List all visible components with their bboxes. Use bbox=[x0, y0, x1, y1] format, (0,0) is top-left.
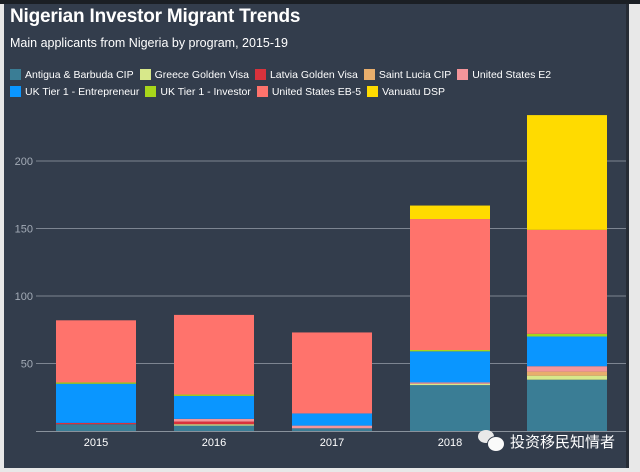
wechat-icon bbox=[478, 430, 505, 452]
x-tick-label: 2017 bbox=[320, 437, 344, 449]
bar-segment bbox=[527, 336, 607, 367]
y-tick-label: 100 bbox=[15, 291, 33, 303]
bar-segment bbox=[174, 425, 254, 431]
watermark-text: 投资移民知情者 bbox=[510, 432, 616, 451]
x-tick-label: 2016 bbox=[202, 437, 226, 449]
y-tick-label: 200 bbox=[15, 156, 33, 168]
bar-segment bbox=[292, 413, 372, 426]
legend-swatch bbox=[139, 69, 151, 80]
bar-segment bbox=[527, 379, 607, 431]
bar-segment bbox=[174, 418, 254, 422]
legend-swatch bbox=[363, 69, 375, 80]
bar-segment bbox=[410, 350, 490, 352]
bar-segment bbox=[410, 385, 490, 431]
bar-segment bbox=[56, 382, 136, 384]
legend-item[interactable]: UK Tier 1 - Entrepreneur bbox=[10, 86, 139, 98]
legend-swatch bbox=[367, 86, 379, 97]
bar-segment bbox=[174, 314, 254, 395]
window-top-edge bbox=[0, 0, 640, 4]
bar-segment bbox=[56, 422, 136, 425]
bar-segment bbox=[527, 375, 607, 380]
bar-segment bbox=[527, 366, 607, 372]
bar-segment bbox=[527, 333, 607, 337]
legend-row: UK Tier 1 - Entrepreneur UK Tier 1 - Inve… bbox=[10, 83, 610, 100]
legend-swatch bbox=[256, 86, 268, 97]
legend-swatch bbox=[254, 69, 266, 80]
legend-item[interactable]: UK Tier 1 - Investor bbox=[145, 85, 251, 98]
legend-label: Antigua & Barbuda CIP bbox=[25, 68, 134, 81]
bar-segment bbox=[174, 421, 254, 425]
bar-segment bbox=[56, 320, 136, 383]
legend-swatch bbox=[145, 86, 157, 97]
legend-item[interactable]: Saint Lucia CIP bbox=[363, 68, 452, 81]
legend-label: United States E2 bbox=[472, 68, 552, 81]
legend: Antigua & Barbuda CIP Greece Golden Visa L… bbox=[10, 66, 610, 100]
bar-segment bbox=[410, 219, 490, 350]
bar-segment bbox=[410, 205, 490, 220]
bar-segment bbox=[527, 115, 607, 230]
bar-segment bbox=[292, 332, 372, 414]
bar-segment bbox=[174, 424, 254, 426]
bar-segment bbox=[56, 424, 136, 431]
x-tick-label: 2018 bbox=[438, 437, 462, 449]
y-tick-label: 150 bbox=[15, 224, 33, 236]
legend-swatch bbox=[10, 69, 21, 80]
legend-label: UK Tier 1 - Investor bbox=[160, 85, 251, 98]
bar-segment bbox=[292, 425, 372, 429]
legend-label: Latvia Golden Visa bbox=[269, 68, 358, 81]
bar-segment bbox=[410, 383, 490, 386]
bar-segment bbox=[174, 394, 254, 396]
watermark: 投资移民知情者 bbox=[478, 430, 615, 452]
legend-item[interactable]: Antigua & Barbuda CIP bbox=[10, 69, 134, 81]
y-tick-label: 50 bbox=[21, 359, 33, 371]
x-tick-label: 2015 bbox=[84, 437, 108, 449]
chart-title: Nigerian Investor Migrant Trends bbox=[10, 6, 301, 27]
legend-item[interactable]: United States E2 bbox=[457, 69, 551, 81]
legend-row: Antigua & Barbuda CIP Greece Golden Visa L… bbox=[10, 66, 610, 83]
chart-subtitle: Main applicants from Nigeria by program,… bbox=[10, 36, 288, 50]
bar-segment bbox=[410, 351, 490, 383]
legend-label: United States EB-5 bbox=[271, 85, 362, 98]
legend-swatch bbox=[10, 86, 21, 97]
legend-item[interactable]: United States EB-5 bbox=[256, 85, 362, 98]
legend-label: Saint Lucia CIP bbox=[378, 68, 452, 81]
legend-item[interactable]: Latvia Golden Visa bbox=[254, 68, 358, 81]
bar-segment bbox=[56, 383, 136, 423]
legend-label: Vanuatu DSP bbox=[382, 85, 445, 98]
bar-segment bbox=[410, 382, 490, 384]
bar-segment bbox=[527, 371, 607, 376]
legend-swatch bbox=[457, 69, 469, 80]
legend-label: Greece Golden Visa bbox=[154, 68, 249, 81]
bar-segment bbox=[292, 428, 372, 431]
bar-segment bbox=[527, 229, 607, 334]
legend-item[interactable]: Vanuatu DSP bbox=[367, 86, 445, 98]
bar-segment bbox=[174, 395, 254, 419]
legend-item[interactable]: Greece Golden Visa bbox=[139, 68, 249, 81]
legend-label: UK Tier 1 - Entrepreneur bbox=[25, 85, 140, 98]
